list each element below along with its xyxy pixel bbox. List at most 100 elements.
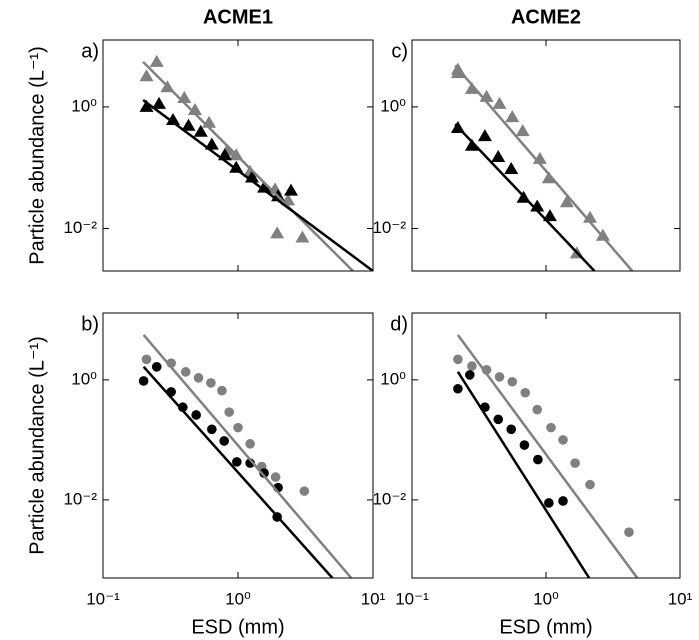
triangle-marker (504, 162, 519, 175)
circle-marker (532, 404, 543, 415)
circle-marker (494, 372, 505, 382)
triangle-marker (295, 230, 310, 243)
circle-marker (270, 472, 281, 482)
triangle-marker (491, 149, 506, 162)
x-tick-label: 10⁻¹ (395, 589, 429, 608)
axes-frame (411, 39, 681, 272)
panel-label: c) (391, 40, 408, 62)
fit-line (142, 365, 334, 578)
circle-marker (506, 424, 517, 435)
triangle-marker (541, 171, 556, 184)
y-tick-label: 10⁻² (372, 489, 406, 508)
triangle-marker (139, 99, 154, 112)
triangle-marker (193, 124, 208, 137)
panel: ACME1 a) Particle abundance (L⁻¹) 10⁻² 10⁰ (26, 6, 374, 272)
circle-marker (224, 407, 234, 417)
triangle-marker (477, 129, 492, 142)
plot-area (138, 334, 353, 578)
triangle-marker (505, 110, 520, 123)
plot-area (453, 334, 639, 578)
circle-marker (453, 354, 463, 365)
panel-label: b) (81, 313, 99, 335)
triangle-marker (149, 54, 164, 67)
circle-marker (520, 387, 531, 398)
axes-frame (102, 312, 374, 579)
triangle-marker (450, 66, 465, 79)
fit-line (456, 334, 639, 578)
circle-marker (180, 367, 191, 377)
panel-title: ACME2 (511, 6, 581, 28)
circle-marker (207, 424, 217, 435)
circle-marker (151, 362, 162, 372)
triangle-marker (542, 209, 557, 222)
plot-area (139, 54, 373, 271)
fit-line (456, 371, 591, 578)
circle-marker (507, 376, 518, 387)
y-tick-label: 10⁻² (63, 218, 97, 237)
circle-marker (624, 527, 634, 537)
fit-line (454, 64, 634, 271)
fit-line (454, 123, 596, 271)
triangle-marker (464, 138, 479, 151)
y-tick-label: 10⁰ (71, 96, 97, 115)
triangle-marker (515, 124, 530, 137)
axes-frame (102, 39, 374, 272)
y-tick-label: 10⁰ (380, 369, 406, 388)
circle-marker (465, 370, 475, 380)
circle-marker (493, 414, 504, 425)
fit-line (142, 61, 354, 271)
circle-marker (259, 468, 269, 478)
circle-marker (219, 436, 229, 446)
circle-marker (232, 457, 242, 467)
fit-line (142, 98, 373, 271)
triangle-marker (559, 195, 574, 208)
circle-marker (453, 383, 463, 394)
x-axis-label: ESD (mm) (191, 616, 284, 638)
triangle-marker (257, 180, 272, 193)
circle-marker (570, 458, 580, 468)
circle-marker (206, 378, 216, 388)
triangle-marker (595, 228, 610, 241)
circle-marker (585, 479, 595, 490)
circle-marker (233, 422, 243, 433)
triangle-marker (165, 112, 180, 125)
triangle-marker (204, 137, 219, 150)
circle-marker (544, 498, 554, 508)
panel-label: d) (390, 313, 408, 335)
x-tick-label: 10⁻¹ (86, 589, 120, 608)
circle-marker (138, 376, 149, 386)
circle-marker (141, 354, 152, 365)
circle-marker (191, 410, 201, 420)
panel: d) ESD (mm) 10⁻¹ 10⁰ 10¹ 10⁻² 10⁰ (372, 312, 693, 638)
panel: ACME2 c) 10⁻² 10⁰ (372, 6, 681, 272)
x-axis-label: ESD (mm) (499, 616, 592, 638)
circle-marker (217, 385, 227, 396)
circle-marker (467, 361, 477, 371)
circle-marker (519, 440, 530, 450)
panel-title: ACME1 (203, 6, 273, 28)
y-tick-label: 10⁰ (71, 369, 97, 388)
fit-line (142, 334, 353, 578)
circle-marker (546, 422, 556, 433)
circle-marker (245, 439, 255, 449)
x-tick-label: 10⁰ (533, 589, 559, 608)
panel-label: a) (81, 40, 99, 62)
triangle-marker (492, 96, 507, 109)
x-tick-label: 10¹ (361, 589, 386, 608)
y-axis-label: Particle abundance (L⁻¹) (26, 46, 48, 264)
triangle-marker (181, 118, 196, 131)
y-tick-label: 10⁻² (63, 489, 97, 508)
circle-marker (193, 373, 204, 383)
circle-marker (533, 454, 543, 465)
plot-area (450, 62, 634, 271)
triangle-marker (139, 69, 154, 82)
panel: b) Particle abundance (L⁻¹) ESD (mm) 10⁻¹ 10… (26, 312, 386, 638)
triangle-marker (152, 96, 167, 109)
y-tick-label: 10⁻² (372, 218, 406, 237)
x-tick-label: 10⁰ (225, 589, 251, 608)
y-axis-label: Particle abundance (L⁻¹) (26, 336, 48, 554)
x-tick-label: 10¹ (668, 589, 693, 608)
axes-frame (411, 312, 681, 579)
y-tick-label: 10⁰ (380, 96, 406, 115)
